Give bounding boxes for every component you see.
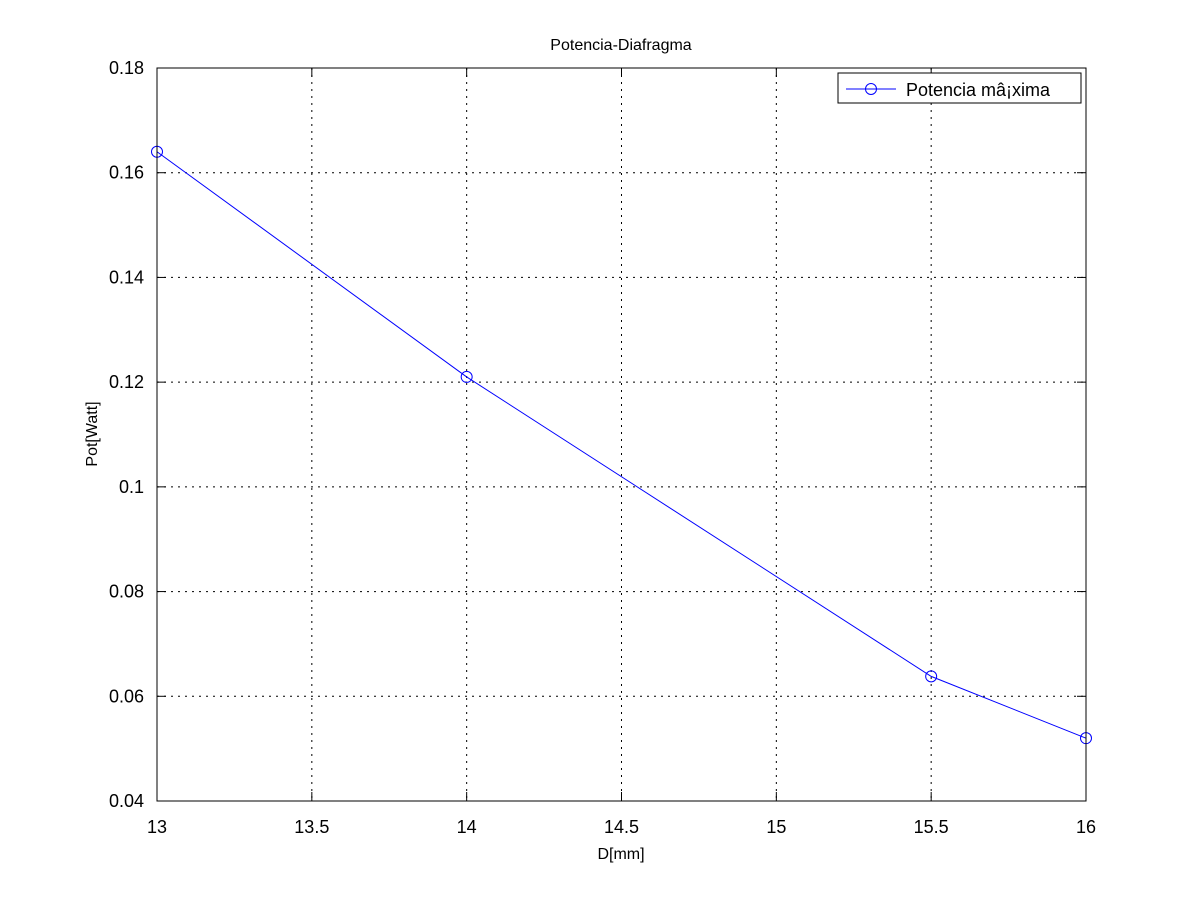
grid-lines: [157, 68, 1086, 801]
series-line: [156, 151, 1087, 739]
x-tick-label: 15.5: [914, 817, 949, 837]
data-point-marker: [460, 370, 473, 383]
y-tick-label: 0.18: [109, 58, 144, 78]
x-axis-label: D[mm]: [597, 846, 644, 863]
y-tick-label: 0.08: [109, 582, 144, 602]
x-tick-label: 16: [1076, 817, 1096, 837]
y-tick-labels: 0.04 0.06 0.08 0.1 0.12 0.14 0.16 0.18: [109, 58, 144, 811]
y-axis-label: Pot[Watt]: [84, 401, 101, 466]
x-tick-labels: 13 13.5 14 14.5 15 15.5 16: [147, 817, 1096, 837]
plot-frame: [156, 67, 1087, 802]
y-tick-label: 0.06: [109, 686, 144, 706]
x-tick-label: 14: [457, 817, 477, 837]
legend-box: [837, 72, 1082, 104]
y-tick-label: 0.14: [109, 267, 144, 287]
y-tick-label: 0.1: [119, 477, 144, 497]
axis-ticks: [156, 67, 1087, 802]
x-tick-label: 13.5: [294, 817, 329, 837]
x-tick-label: 14.5: [604, 817, 639, 837]
y-tick-label: 0.12: [109, 372, 144, 392]
x-tick-label: 13: [147, 817, 167, 837]
x-tick-label: 15: [766, 817, 786, 837]
chart-title: Potencia-Diafragma: [550, 37, 692, 54]
y-tick-label: 0.16: [109, 163, 144, 183]
data-point-marker: [925, 670, 938, 683]
legend-marker-sample: [865, 83, 877, 95]
legend-label: Potencia mâ¡xima: [906, 80, 1051, 100]
legend: Potencia mâ¡xima: [837, 72, 1082, 104]
y-tick-label: 0.04: [109, 791, 144, 811]
